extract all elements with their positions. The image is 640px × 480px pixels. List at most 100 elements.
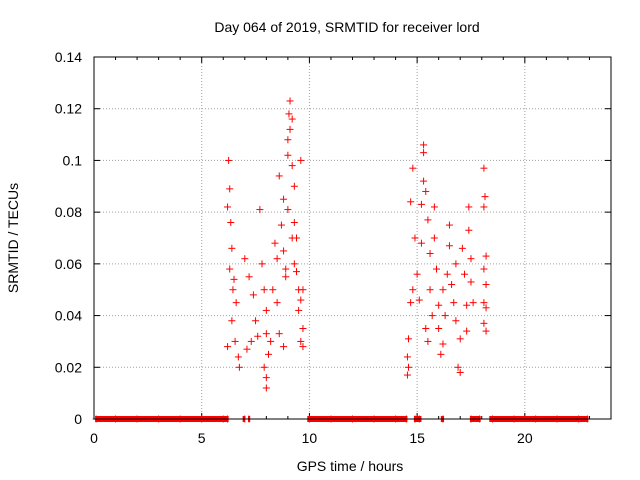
data-point bbox=[227, 218, 235, 226]
data-point bbox=[469, 299, 477, 307]
data-point bbox=[286, 125, 294, 133]
data-point bbox=[232, 299, 240, 307]
data-point bbox=[403, 353, 411, 361]
data-point bbox=[424, 337, 432, 345]
data-point bbox=[234, 353, 242, 361]
data-point bbox=[228, 317, 236, 325]
data-point bbox=[420, 177, 428, 185]
x-tick-label: 0 bbox=[90, 430, 98, 446]
y-tick-label: 0.14 bbox=[55, 49, 82, 65]
plot-frame bbox=[93, 56, 612, 420]
data-point bbox=[262, 306, 270, 314]
y-axis: 0 0.02 0.04 0.06 0.08 0.1 0.12 0.14 bbox=[55, 49, 611, 427]
data-point bbox=[480, 203, 488, 211]
data-point bbox=[247, 337, 255, 345]
data-point bbox=[403, 371, 411, 379]
data-point bbox=[433, 265, 441, 273]
data-point bbox=[262, 384, 270, 392]
data-point bbox=[226, 185, 234, 193]
data-point bbox=[424, 216, 432, 224]
data-point bbox=[267, 337, 275, 345]
data-point bbox=[262, 374, 270, 382]
x-axis-title: GPS time / hours bbox=[297, 458, 404, 474]
data-point bbox=[271, 239, 279, 247]
data-point bbox=[297, 337, 305, 345]
data-point bbox=[256, 206, 264, 214]
data-point bbox=[428, 312, 436, 320]
data-point bbox=[224, 203, 232, 211]
data-point bbox=[231, 337, 239, 345]
data-point bbox=[288, 234, 296, 242]
data-point bbox=[413, 270, 421, 278]
x-tick-label: 15 bbox=[409, 430, 425, 446]
data-point bbox=[480, 164, 488, 172]
data-point bbox=[254, 332, 262, 340]
data-point bbox=[405, 335, 413, 343]
data-point bbox=[290, 260, 298, 268]
data-point bbox=[245, 273, 253, 281]
data-point bbox=[426, 250, 434, 258]
y-tick-label: 0.1 bbox=[63, 152, 83, 168]
x-tick-label: 5 bbox=[198, 430, 206, 446]
data-point bbox=[280, 343, 288, 351]
data-point bbox=[284, 151, 292, 159]
y-tick-label: 0.06 bbox=[55, 256, 82, 272]
data-point bbox=[482, 252, 490, 260]
data-point bbox=[235, 363, 243, 371]
data-point bbox=[445, 242, 453, 250]
data-point bbox=[269, 286, 277, 294]
data-point bbox=[228, 244, 236, 252]
data-point bbox=[481, 193, 489, 201]
data-point bbox=[280, 195, 288, 203]
data-point bbox=[465, 203, 473, 211]
data-point bbox=[273, 255, 281, 263]
data-point bbox=[262, 330, 270, 338]
data-point bbox=[288, 115, 296, 123]
data-point bbox=[299, 286, 307, 294]
data-point bbox=[463, 301, 471, 309]
data-point bbox=[435, 301, 443, 309]
data-point bbox=[275, 172, 283, 180]
data-point bbox=[482, 281, 490, 289]
data-point bbox=[415, 296, 423, 304]
data-point bbox=[229, 286, 237, 294]
data-point bbox=[284, 206, 292, 214]
grid-lines bbox=[94, 57, 611, 419]
data-point bbox=[443, 270, 451, 278]
data-point bbox=[407, 299, 415, 307]
data-point bbox=[260, 286, 268, 294]
data-point bbox=[275, 330, 283, 338]
data-point bbox=[409, 286, 417, 294]
data-point bbox=[282, 273, 290, 281]
data-point bbox=[482, 304, 490, 312]
y-axis-title: SRMTID / TECUs bbox=[5, 183, 21, 293]
data-point bbox=[480, 299, 488, 307]
data-point bbox=[285, 110, 293, 118]
data-point bbox=[456, 368, 464, 376]
data-point bbox=[297, 156, 305, 164]
data-point bbox=[241, 255, 249, 263]
data-point bbox=[258, 260, 266, 268]
data-point bbox=[411, 234, 419, 242]
data-point bbox=[273, 299, 281, 307]
data-point bbox=[422, 325, 430, 332]
data-point bbox=[417, 200, 425, 208]
data-point bbox=[290, 218, 298, 226]
data-point bbox=[456, 335, 464, 343]
data-point bbox=[417, 239, 425, 247]
data-point bbox=[426, 286, 434, 294]
data-point bbox=[297, 296, 305, 304]
y-tick-label: 0.12 bbox=[55, 101, 82, 117]
data-point bbox=[405, 363, 413, 371]
data-point bbox=[260, 363, 268, 371]
data-point bbox=[461, 270, 469, 278]
data-point bbox=[441, 312, 449, 320]
data-point bbox=[452, 317, 460, 325]
data-point bbox=[243, 345, 251, 353]
data-point bbox=[280, 247, 288, 255]
data-point bbox=[264, 350, 272, 358]
data-point bbox=[225, 156, 233, 164]
data-point bbox=[482, 327, 490, 335]
data-point bbox=[448, 281, 456, 289]
data-point bbox=[480, 319, 488, 327]
